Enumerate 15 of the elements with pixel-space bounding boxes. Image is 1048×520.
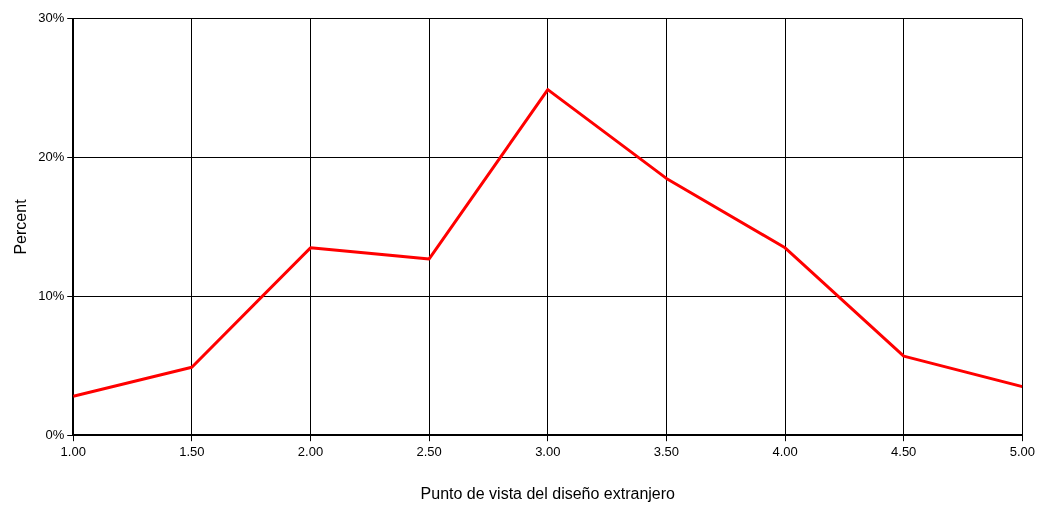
x-axis-title: Punto de vista del diseño extranjero (420, 484, 676, 502)
x-tick-label: 4.00 (772, 443, 798, 459)
x-tick-label: 2.00 (297, 443, 324, 459)
y-tick-label: 10% (38, 287, 65, 303)
x-tick-label: 4.50 (891, 443, 917, 459)
x-tick-label: 3.50 (653, 443, 680, 459)
y-axis-title: Percent (12, 198, 30, 255)
x-tick-label: 5.00 (1009, 443, 1036, 459)
x-tick-label: 1.50 (179, 443, 205, 459)
x-tick-label: 2.50 (416, 443, 442, 459)
y-tick-label: 0% (45, 426, 65, 442)
x-tick-label: 3.00 (535, 443, 561, 459)
x-tick-label: 1.00 (60, 443, 86, 459)
y-tick-label: 20% (38, 149, 65, 165)
y-tick-label: 30% (38, 10, 65, 26)
